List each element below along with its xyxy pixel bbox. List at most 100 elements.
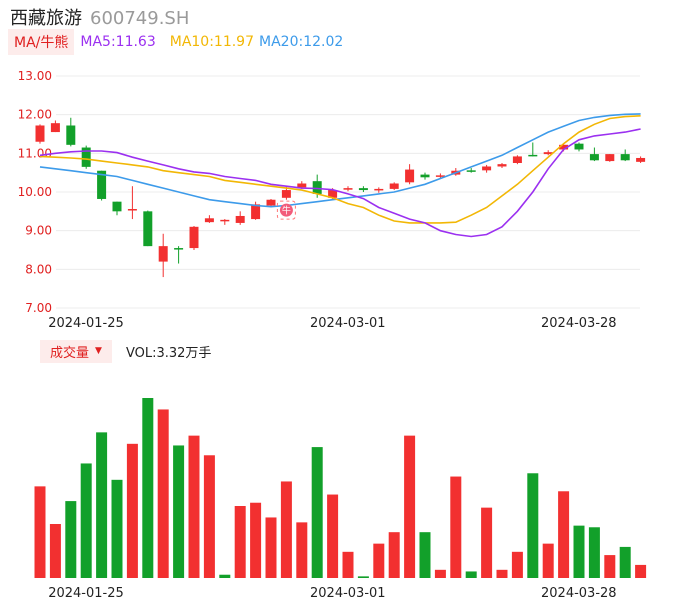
volume-bar [280, 481, 292, 578]
candle-body [35, 125, 45, 142]
x-tick-label: 2024-03-01 [310, 586, 386, 601]
volume-bar [404, 435, 416, 578]
volume-bar [450, 476, 462, 578]
volume-readout: VOL:3.32万手 [125, 345, 212, 361]
candle-body [528, 154, 538, 157]
candlestick-chart: 13.00 12.00 11.00 10.00 9.00 8.00 7.00 牛 2024-… [18, 69, 646, 331]
y-tick-label: 7.00 [25, 301, 52, 315]
stock-title: 西藏旅游 600749.SH [10, 4, 189, 30]
candle-body [66, 125, 76, 145]
y-tick-label: 12.00 [18, 108, 52, 122]
volume-bar [388, 532, 400, 578]
volume-bar [157, 409, 169, 578]
x-tick-label: 2024-01-25 [48, 316, 124, 331]
y-tick-label: 8.00 [25, 262, 52, 276]
candle-body [235, 215, 245, 223]
volume-bar [126, 443, 138, 578]
candle-body [605, 154, 615, 162]
candle-body [127, 209, 137, 211]
candle-body [374, 188, 384, 191]
candle-body [50, 123, 60, 133]
volume-bar [111, 479, 123, 578]
ma5-line [39, 128, 641, 238]
candle-body [482, 166, 492, 171]
volume-bar [173, 445, 185, 578]
volume-dropdown-label: 成交量 [50, 345, 90, 361]
volume-bar [49, 524, 61, 578]
candle-body [620, 154, 630, 161]
volume-bar [558, 491, 570, 578]
volume-bar [219, 574, 231, 578]
volume-bar [342, 551, 354, 578]
bull-marker-icon[interactable] [279, 203, 293, 217]
volume-bar [142, 398, 154, 578]
volume-bar [327, 494, 339, 578]
candle-body [405, 169, 415, 183]
candle-body [574, 143, 584, 150]
ma20-readout: MA20:12.02 [259, 34, 344, 50]
candle-body [589, 154, 599, 161]
candle-body [220, 219, 230, 222]
volume-legend: 成交量 ▼ VOL:3.32万手 [40, 339, 212, 363]
y-tick-label: 9.00 [25, 224, 52, 238]
ma-legend: MA/牛熊 MA5:11.63 MA10:11.97 MA20:12.02 [8, 29, 344, 55]
stock-code: 600749.SH [90, 8, 190, 29]
candle-body [204, 218, 214, 223]
x-tick-label: 2024-01-25 [48, 586, 124, 601]
badge-frame [276, 200, 296, 220]
candle-body [189, 226, 199, 249]
candle-body [343, 188, 353, 190]
volume-bar [373, 543, 385, 578]
volume-bar [96, 432, 108, 578]
volume-bar [357, 576, 369, 578]
candle-body [251, 204, 261, 220]
ma5-readout: MA5:11.63 [80, 34, 156, 50]
volume-bar [80, 463, 92, 578]
volume-chart: 2024-01-25 2024-03-01 2024-03-28 [34, 398, 647, 601]
candle-body [497, 164, 507, 167]
volume-bar [511, 551, 523, 578]
candle-body [328, 190, 338, 198]
candle-body [559, 144, 569, 150]
volume-bar [250, 502, 262, 578]
volume-bar [527, 473, 539, 578]
volume-bar [65, 501, 77, 578]
candle-body [312, 181, 322, 194]
candle-body [158, 246, 168, 262]
volume-bar [265, 517, 277, 578]
candle-body [543, 152, 553, 155]
volume-bar [188, 435, 200, 578]
x-tick-label: 2024-03-28 [541, 316, 617, 331]
candle-body [81, 147, 91, 167]
candle-body [266, 199, 276, 206]
volume-bar [481, 507, 493, 578]
volume-bar [311, 447, 323, 578]
candle-body [512, 156, 522, 163]
volume-bar [465, 571, 477, 578]
x-tick-label: 2024-03-28 [541, 586, 617, 601]
y-tick-label: 11.00 [18, 146, 52, 160]
y-tick-label: 10.00 [18, 185, 52, 199]
y-tick-label: 13.00 [18, 69, 52, 83]
candle-body [466, 170, 476, 172]
candle-body [636, 157, 646, 162]
volume-bar [542, 543, 554, 578]
caret-down-icon: ▼ [95, 346, 102, 356]
ma10-line [39, 115, 641, 224]
stock-name: 西藏旅游 [10, 8, 82, 29]
candle-body [143, 211, 153, 247]
volume-bar [588, 527, 600, 578]
x-tick-label: 2024-03-01 [310, 316, 386, 331]
volume-bar [619, 546, 631, 578]
ma-bull-bear-tab[interactable]: MA/牛熊 [8, 29, 75, 55]
volume-dropdown[interactable]: 成交量 ▼ [40, 339, 112, 363]
candle-body [435, 175, 445, 177]
volume-bar [604, 555, 616, 578]
ma20-line [39, 113, 641, 208]
candle-body [281, 190, 291, 198]
volume-bar [573, 525, 585, 578]
candle-body [420, 174, 430, 178]
ma10-readout: MA10:11.97 [169, 34, 255, 50]
volume-bar [419, 532, 431, 578]
volume-bar [234, 506, 246, 578]
